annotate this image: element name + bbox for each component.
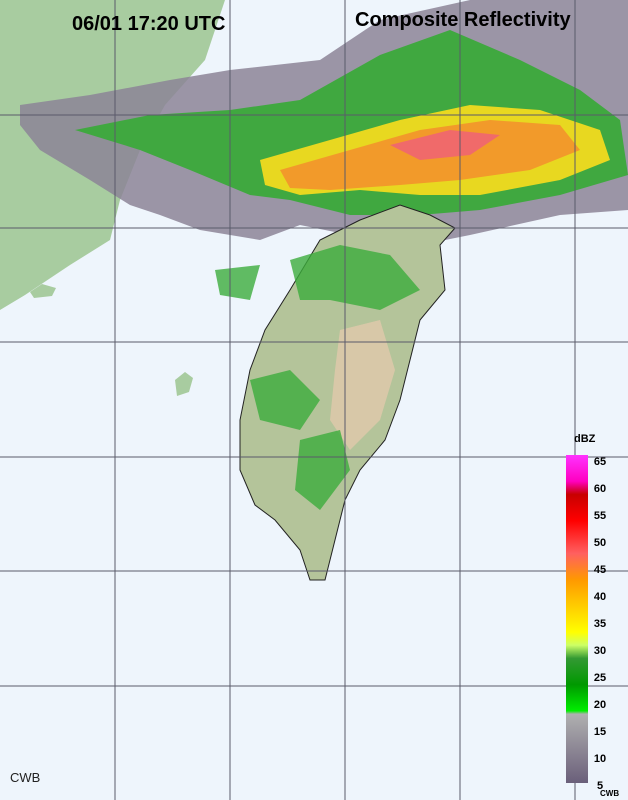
legend-tick: 20: [594, 699, 606, 711]
legend-tick: 35: [594, 618, 606, 630]
title: Composite Reflectivity: [355, 9, 571, 31]
echo-intense: [390, 130, 500, 160]
penghu: [175, 372, 193, 396]
legend-source: CWB: [600, 789, 619, 798]
timestamp: 06/01 17:20 UTC: [72, 13, 225, 35]
legend-tick: 30: [594, 645, 606, 657]
colorbar: [566, 455, 588, 783]
legend-ticks: 65 60 55 50 45 40 35 30 25 20 15 10 5: [594, 456, 606, 792]
legend-tick: 25: [594, 672, 606, 684]
legend-tick: 40: [594, 591, 606, 603]
legend-tick: 65: [594, 456, 606, 468]
legend-tick: 15: [594, 726, 606, 738]
source-label: CWB: [10, 770, 40, 785]
legend-tick: 50: [594, 537, 606, 549]
legend-tick: 55: [594, 510, 606, 522]
legend-tick: 60: [594, 483, 606, 495]
mountains: [330, 320, 395, 450]
legend-unit: dBZ: [574, 433, 596, 445]
island: [30, 284, 56, 298]
legend-tick: 10: [594, 753, 606, 765]
legend-tick: 5: [597, 780, 603, 792]
legend-tick: 45: [594, 564, 606, 576]
